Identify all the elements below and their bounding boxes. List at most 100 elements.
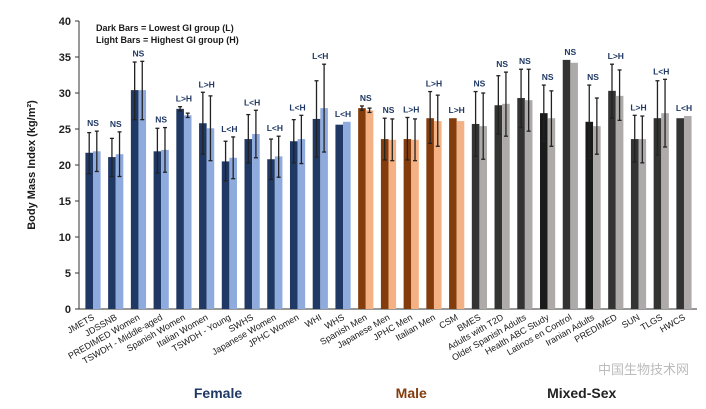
bar-h <box>252 134 260 309</box>
significance-label: L<H <box>335 109 351 119</box>
bar-l <box>289 141 298 309</box>
bar-l <box>335 124 344 310</box>
bar-l <box>585 121 594 309</box>
significance-label: L>H <box>403 104 419 114</box>
bar-l <box>358 108 366 310</box>
bar-h <box>502 103 510 309</box>
significance-label: NS <box>87 118 99 128</box>
bar-h <box>274 156 283 309</box>
bar-l <box>676 118 684 309</box>
bar-h <box>524 100 533 309</box>
y-axis-label: Body Mass Index (kg/m²) <box>26 100 38 230</box>
bar-l <box>199 123 207 310</box>
significance-label: NS <box>564 47 576 57</box>
significance-label: L<H <box>653 66 669 76</box>
bar-l <box>85 152 93 309</box>
group-label-mixed-sex: Mixed-Sex <box>547 385 616 401</box>
bar-l <box>244 139 253 309</box>
bar-l <box>267 159 275 309</box>
bar-h <box>570 62 578 310</box>
bar-l <box>653 118 662 309</box>
category-label: WHI <box>303 312 323 329</box>
y-tick-label: 0 <box>65 304 71 316</box>
group-label-female: Female <box>194 385 242 401</box>
significance-label: NS <box>155 115 167 125</box>
bar-h <box>183 115 192 309</box>
bar-h <box>411 139 419 309</box>
significance-label: L<H <box>289 102 305 112</box>
bar-h <box>615 95 624 309</box>
bar-l <box>517 98 525 309</box>
y-tick-label: 40 <box>59 16 71 28</box>
significance-label: L>H <box>426 79 442 89</box>
significance-label: L<H <box>312 51 328 61</box>
significance-label: L>H <box>199 79 215 89</box>
significance-label: NS <box>496 59 508 69</box>
significance-label: L>H <box>608 51 624 61</box>
bar-l <box>130 90 139 310</box>
category-label: SUN <box>620 312 641 330</box>
y-tick-label: 5 <box>65 268 71 280</box>
bar-h <box>320 108 328 310</box>
significance-label: L<H <box>267 123 283 133</box>
bar-h <box>343 121 351 309</box>
significance-label: NS <box>133 48 145 58</box>
bar-h <box>229 157 237 309</box>
significance-label: NS <box>360 93 372 103</box>
y-tick-label: 20 <box>59 160 71 172</box>
bar-h <box>138 90 147 310</box>
bar-h <box>661 113 669 309</box>
significance-label: L<H <box>676 103 692 113</box>
significance-label: L<H <box>244 97 260 107</box>
significance-label: L<H <box>221 124 237 134</box>
significance-label: L>H <box>630 102 646 112</box>
legend-dark: Dark Bars = Lowest GI group (L) <box>96 23 234 33</box>
significance-label: NS <box>383 105 395 115</box>
bar-l <box>108 157 116 309</box>
bar-h <box>593 126 601 310</box>
bar-h <box>456 121 465 309</box>
significance-label: NS <box>110 119 122 129</box>
bar-h <box>638 139 647 309</box>
bar-h <box>479 126 488 310</box>
bar-h <box>206 128 215 309</box>
bar-h <box>547 118 556 309</box>
bar-h <box>93 151 101 309</box>
y-tick-label: 25 <box>59 124 71 136</box>
y-tick-label: 15 <box>59 196 71 208</box>
bar-l <box>403 139 412 309</box>
bar-l <box>426 118 434 309</box>
bar-l <box>312 118 321 309</box>
watermark: 中国生物技术网 <box>598 362 689 377</box>
bar-l <box>380 139 389 309</box>
bar-h <box>683 116 692 309</box>
bar-l <box>176 108 184 309</box>
significance-label: NS <box>474 79 486 89</box>
significance-label: NS <box>542 72 554 82</box>
bar-h <box>365 110 374 309</box>
bar-l <box>608 90 616 309</box>
bar-l <box>494 105 503 310</box>
bar-h <box>297 139 306 309</box>
bar-h <box>433 121 442 309</box>
significance-label: NS <box>519 56 531 66</box>
bar-h <box>115 154 124 309</box>
bar-h <box>388 139 397 309</box>
bar-l <box>630 139 639 309</box>
y-tick-label: 35 <box>59 52 71 64</box>
y-tick-label: 10 <box>59 232 71 244</box>
legend-light: Light Bars = Highest GI group (H) <box>96 35 239 45</box>
bar-h <box>161 149 169 309</box>
bar-l <box>153 151 162 309</box>
bar-l <box>449 118 457 309</box>
bar-l <box>471 123 480 310</box>
bar-l <box>562 59 571 309</box>
significance-label: L>H <box>176 94 192 104</box>
significance-label: L>H <box>449 105 465 115</box>
category-label: HWCS <box>658 312 687 334</box>
y-tick-label: 30 <box>59 88 71 100</box>
group-label-male: Male <box>396 385 427 401</box>
bar-l <box>221 161 230 309</box>
